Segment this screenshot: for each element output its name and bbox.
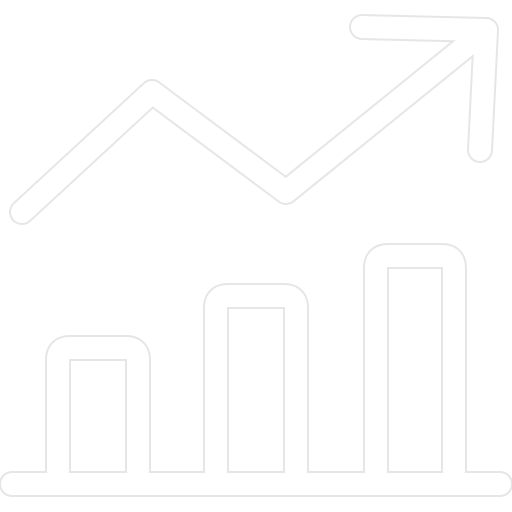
arrow-head <box>351 16 497 161</box>
trend-line-outline <box>9 17 499 225</box>
bar-2 <box>205 285 307 481</box>
bar-1 <box>47 337 149 481</box>
bar-3-outline <box>363 243 467 483</box>
bar-1-outline <box>45 335 151 483</box>
trend-line <box>11 19 497 223</box>
bar-2-outline <box>203 283 309 483</box>
icon-strokes <box>1 16 511 495</box>
bar-3 <box>365 245 465 481</box>
